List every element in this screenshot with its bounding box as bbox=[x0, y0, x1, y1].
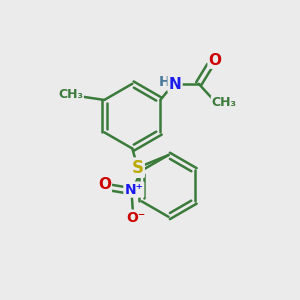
Text: CH₃: CH₃ bbox=[58, 88, 83, 101]
Text: O⁻: O⁻ bbox=[126, 211, 146, 225]
Text: S: S bbox=[132, 159, 144, 177]
Text: O: O bbox=[208, 53, 222, 68]
Text: H: H bbox=[158, 75, 170, 89]
Text: N⁺: N⁺ bbox=[124, 183, 143, 196]
Text: N: N bbox=[169, 77, 182, 92]
Text: CH₃: CH₃ bbox=[212, 96, 237, 110]
Text: O: O bbox=[98, 176, 111, 191]
